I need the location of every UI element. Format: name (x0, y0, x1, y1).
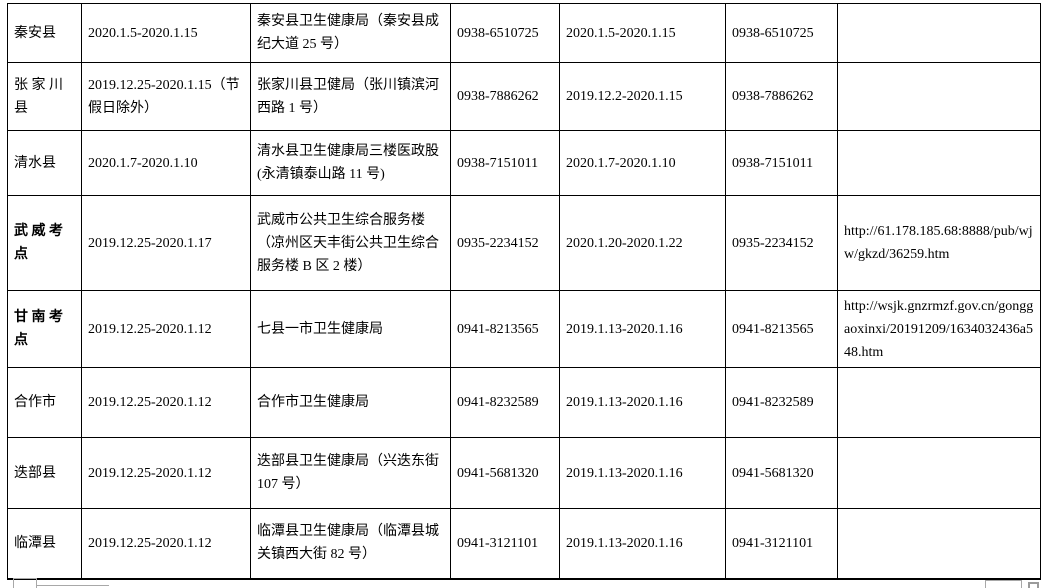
confirm-period-cell: 2019.12.2-2020.1.15 (559, 62, 726, 131)
confirm-period-cell: 2020.1.5-2020.1.15 (559, 3, 726, 63)
apply-period-cell: 2020.1.5-2020.1.15 (81, 3, 251, 63)
phone-cell: 0938-6510725 (450, 3, 560, 63)
confirm-period-cell: 2019.1.13-2020.1.16 (559, 437, 726, 509)
address-cell: 清水县卫生健康局三楼医政股(永清镇泰山路 11 号) (250, 130, 451, 196)
apply-period-cell: 2020.1.7-2020.1.10 (81, 130, 251, 196)
confirm-phone-cell: 0941-8232589 (725, 367, 838, 438)
cutoff-table-fragment-left (13, 578, 37, 588)
announcement-url-cell (837, 130, 1041, 196)
announcement-url-cell (837, 508, 1041, 580)
confirm-period-cell: 2020.1.20-2020.1.22 (559, 195, 726, 291)
cutoff-table-line-left (36, 585, 109, 588)
phone-cell: 0938-7886262 (450, 62, 560, 131)
phone-cell: 0941-5681320 (450, 437, 560, 509)
table-row: 合作市 2019.12.25-2020.1.12 合作市卫生健康局 0941-8… (7, 367, 1041, 438)
confirm-phone-cell: 0938-7886262 (725, 62, 838, 131)
confirm-period-cell: 2019.1.13-2020.1.16 (559, 290, 726, 368)
confirm-period-cell: 2019.1.13-2020.1.16 (559, 508, 726, 580)
table-resize-handle-fragment (1028, 582, 1039, 588)
table-row: 清水县 2020.1.7-2020.1.10 清水县卫生健康局三楼医政股(永清镇… (7, 130, 1041, 196)
confirm-phone-cell: 0941-5681320 (725, 437, 838, 509)
phone-cell: 0938-7151011 (450, 130, 560, 196)
phone-cell: 0941-3121101 (450, 508, 560, 580)
address-cell: 临潭县卫生健康局（临潭县城关镇西大街 82 号） (250, 508, 451, 580)
address-cell: 武威市公共卫生综合服务楼（凉州区天丰街公共卫生综合服务楼 B 区 2 楼） (250, 195, 451, 291)
table-row: 武 威 考 点 2019.12.25-2020.1.17 武威市公共卫生综合服务… (7, 195, 1041, 291)
announcement-url-cell (837, 437, 1041, 509)
table-row: 迭部县 2019.12.25-2020.1.12 迭部县卫生健康局（兴迭东街 1… (7, 437, 1041, 509)
address-cell: 张家川县卫健局（张川镇滨河西路 1 号） (250, 62, 451, 131)
phone-cell: 0941-8232589 (450, 367, 560, 438)
confirm-phone-cell: 0941-3121101 (725, 508, 838, 580)
announcement-url-cell (837, 367, 1041, 438)
region-cell: 甘 南 考 点 (7, 290, 82, 368)
announcement-url-cell (837, 62, 1041, 131)
phone-cell: 0935-2234152 (450, 195, 560, 291)
announcement-url-cell: http://61.178.185.68:8888/pub/wjw/gkzd/3… (837, 195, 1041, 291)
announcement-url-cell: http://wsjk.gnzrmzf.gov.cn/gonggaoxinxi/… (837, 290, 1041, 368)
table-row: 秦安县 2020.1.5-2020.1.15 秦安县卫生健康局（秦安县成纪大道 … (7, 3, 1041, 63)
registration-info-table: 秦安县 2020.1.5-2020.1.15 秦安县卫生健康局（秦安县成纪大道 … (7, 3, 1041, 580)
phone-cell: 0941-8213565 (450, 290, 560, 368)
confirm-phone-cell: 0938-7151011 (725, 130, 838, 196)
address-cell: 合作市卫生健康局 (250, 367, 451, 438)
apply-period-cell: 2019.12.25-2020.1.12 (81, 508, 251, 580)
confirm-period-cell: 2020.1.7-2020.1.10 (559, 130, 726, 196)
table-row: 张 家 川 县 2019.12.25-2020.1.15（节假日除外） 张家川县… (7, 62, 1041, 131)
region-cell: 迭部县 (7, 437, 82, 509)
region-cell: 临潭县 (7, 508, 82, 580)
confirm-period-cell: 2019.1.13-2020.1.16 (559, 367, 726, 438)
apply-period-cell: 2019.12.25-2020.1.12 (81, 290, 251, 368)
apply-period-cell: 2019.12.25-2020.1.17 (81, 195, 251, 291)
table-row: 甘 南 考 点 2019.12.25-2020.1.12 七县一市卫生健康局 0… (7, 290, 1041, 368)
region-cell: 秦安县 (7, 3, 82, 63)
confirm-phone-cell: 0935-2234152 (725, 195, 838, 291)
apply-period-cell: 2019.12.25-2020.1.12 (81, 367, 251, 438)
region-cell: 张 家 川 县 (7, 62, 82, 131)
address-cell: 七县一市卫生健康局 (250, 290, 451, 368)
announcement-url-cell (837, 3, 1041, 63)
confirm-phone-cell: 0941-8213565 (725, 290, 838, 368)
region-cell: 武 威 考 点 (7, 195, 82, 291)
region-cell: 合作市 (7, 367, 82, 438)
address-cell: 秦安县卫生健康局（秦安县成纪大道 25 号） (250, 3, 451, 63)
region-cell: 清水县 (7, 130, 82, 196)
apply-period-cell: 2019.12.25-2020.1.15（节假日除外） (81, 62, 251, 131)
cutoff-table-fragment-right (985, 580, 1022, 588)
confirm-phone-cell: 0938-6510725 (725, 3, 838, 63)
apply-period-cell: 2019.12.25-2020.1.12 (81, 437, 251, 509)
address-cell: 迭部县卫生健康局（兴迭东街 107 号） (250, 437, 451, 509)
table-row: 临潭县 2019.12.25-2020.1.12 临潭县卫生健康局（临潭县城关镇… (7, 508, 1041, 580)
